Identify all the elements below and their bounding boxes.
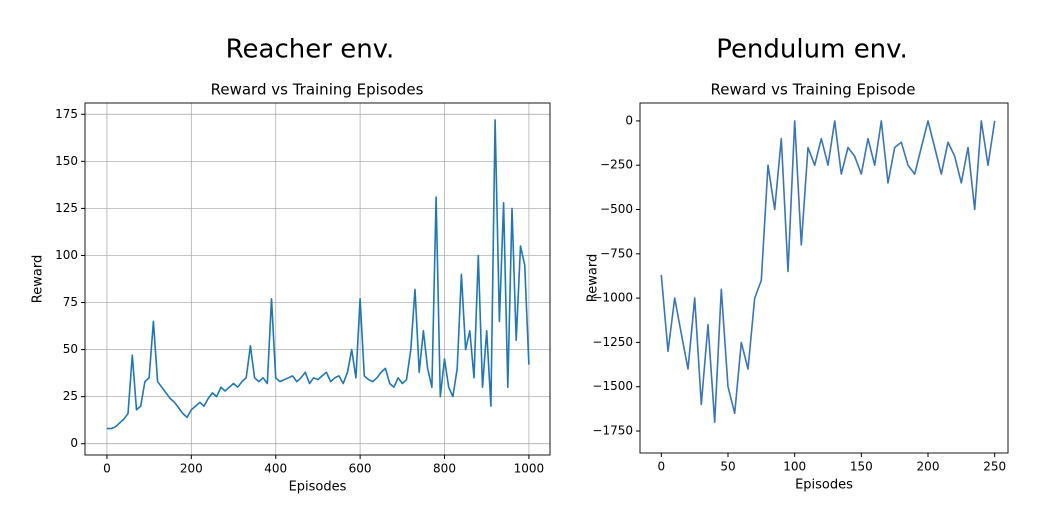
x-tick-label: 200 [917, 460, 940, 474]
y-tick-label: 150 [55, 154, 78, 168]
y-tick-label: 25 [63, 389, 78, 403]
y-tick-label: −1500 [592, 379, 633, 393]
x-axis-label: Episodes [795, 478, 853, 493]
chart-heading: Reacher env. [226, 35, 395, 65]
y-tick-label: 75 [63, 295, 78, 309]
y-tick-label: 125 [55, 201, 78, 215]
x-tick-label: 50 [720, 460, 735, 474]
line-series [660, 120, 996, 424]
y-tick-label: 175 [55, 107, 78, 121]
y-tick-label: 50 [63, 342, 78, 356]
y-tick-label: −1750 [592, 424, 633, 438]
x-tick-label: 0 [658, 460, 666, 474]
x-tick-label: 250 [983, 460, 1006, 474]
y-tick-label: 0 [70, 436, 78, 450]
y-axis-label: Reward [586, 254, 601, 302]
x-tick-label: 200 [180, 462, 203, 476]
y-tick-label: 100 [55, 248, 78, 262]
plot-frame [639, 102, 1009, 454]
y-tick-label: −1250 [592, 335, 633, 349]
x-tick-label: 600 [349, 462, 372, 476]
x-tick-label: 0 [103, 462, 111, 476]
y-tick-label: −250 [600, 158, 633, 172]
x-tick-label: 1000 [514, 462, 545, 476]
chart-title: Reward vs Training Episode [711, 81, 916, 99]
y-tick-label: −500 [600, 202, 633, 216]
y-tick-label: −1000 [592, 291, 633, 305]
chart-title: Reward vs Training Episodes [211, 81, 424, 99]
line-series [106, 119, 530, 430]
chart-heading: Pendulum env. [716, 35, 908, 65]
x-axis-label: Episodes [289, 480, 347, 495]
plot-frame [84, 102, 551, 456]
y-tick-label: 0 [625, 113, 633, 127]
y-axis-label: Reward [31, 255, 46, 303]
y-tick-label: −750 [600, 246, 633, 260]
x-tick-label: 800 [433, 462, 456, 476]
x-tick-label: 400 [264, 462, 287, 476]
x-tick-label: 150 [850, 460, 873, 474]
x-tick-label: 100 [783, 460, 806, 474]
